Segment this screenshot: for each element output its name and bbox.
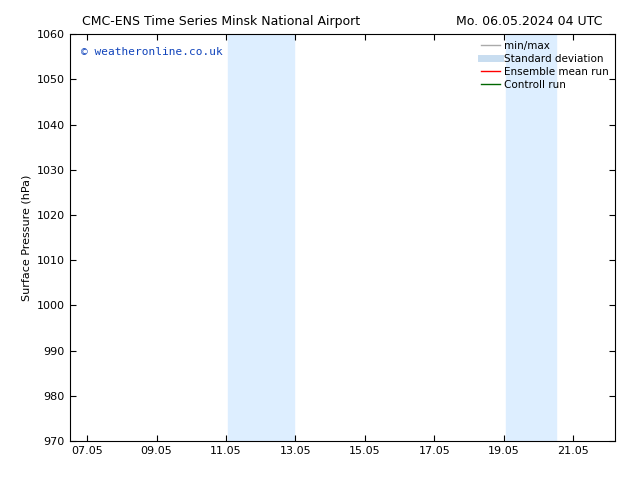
Y-axis label: Surface Pressure (hPa): Surface Pressure (hPa) [21,174,31,301]
Bar [505,34,556,441]
Bar [228,34,294,441]
Legend: min/max, Standard deviation, Ensemble mean run, Controll run: min/max, Standard deviation, Ensemble me… [477,36,613,94]
Text: CMC-ENS Time Series Minsk National Airport: CMC-ENS Time Series Minsk National Airpo… [82,15,361,28]
Text: Mo. 06.05.2024 04 UTC: Mo. 06.05.2024 04 UTC [456,15,603,28]
Text: © weatheronline.co.uk: © weatheronline.co.uk [81,47,223,56]
